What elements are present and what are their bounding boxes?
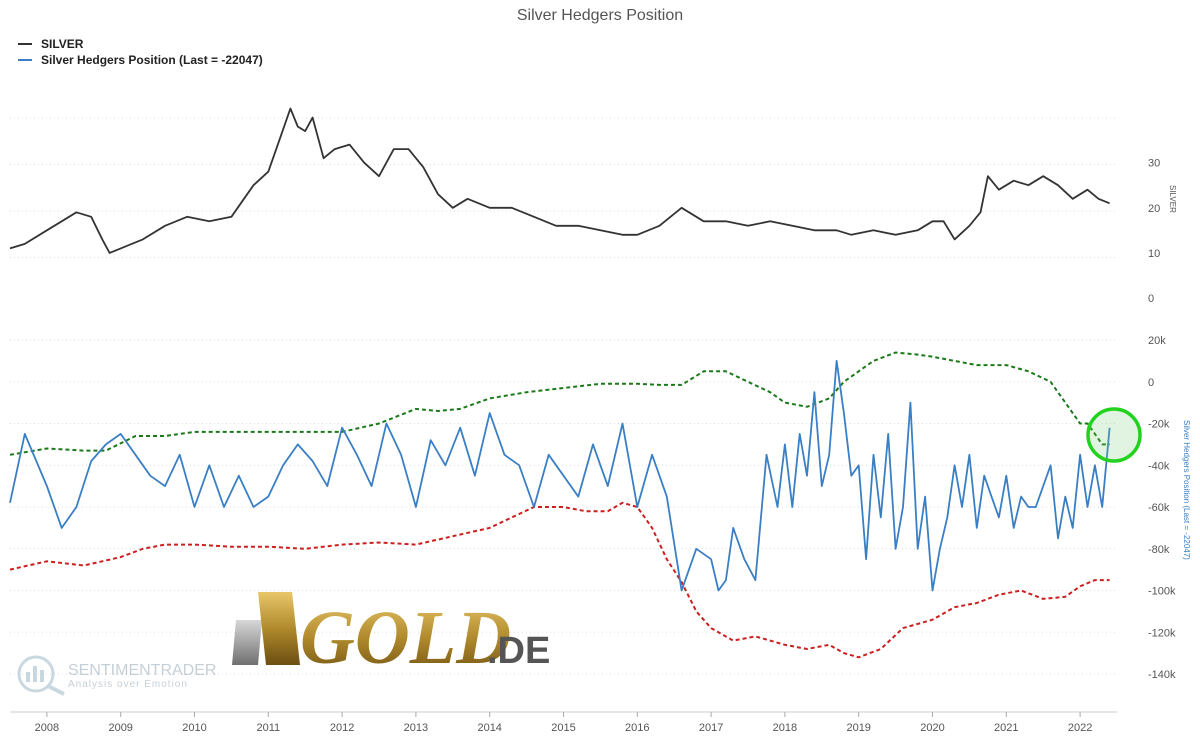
legend-swatch-silver	[18, 43, 32, 45]
x-tick-label: 2015	[551, 722, 575, 734]
ytick-label-silver: 20	[1148, 203, 1160, 215]
x-tick-label: 2017	[699, 722, 723, 734]
series-layer	[9, 107, 1111, 659]
grid-layer: 0 10 20 30 SILVER 20k 0 -20k -40k -60k -80k -100k -1…	[10, 117, 1191, 734]
x-tick-label: 2016	[625, 722, 649, 734]
x-tick-label: 2021	[994, 722, 1018, 734]
x-tick-label: 2014	[477, 722, 501, 734]
legend-label-silver: SILVER	[41, 37, 84, 51]
axis-label-silver: SILVER	[1168, 185, 1177, 213]
ytick-label-hedgers: -60k	[1148, 502, 1170, 514]
series-line-hedgers	[9, 359, 1111, 592]
gold-logo-suffix: .DE	[487, 630, 550, 672]
legend: SILVER Silver Hedgers Position (Last = -…	[18, 36, 263, 68]
sentimentrader-name: SENTIMENTRADER	[68, 662, 216, 679]
x-tick-label: 2020	[920, 722, 944, 734]
legend-label-hedgers: Silver Hedgers Position (Last = -22047)	[41, 53, 263, 67]
sentimentrader-tagline: Analysis over Emotion	[68, 679, 188, 690]
ytick-label-hedgers: 20k	[1148, 335, 1166, 347]
x-tick-label: 2022	[1068, 722, 1092, 734]
ytick-label-hedgers: -40k	[1148, 460, 1170, 472]
x-tick-label: 2018	[773, 722, 797, 734]
x-tick-label: 2009	[108, 722, 132, 734]
legend-item-hedgers[interactable]: Silver Hedgers Position (Last = -22047)	[18, 52, 263, 68]
ytick-label-silver: 10	[1148, 248, 1160, 260]
x-tick-label: 2008	[35, 722, 59, 734]
series-line-upper-band	[9, 351, 1110, 456]
ytick-label-hedgers: -20k	[1148, 419, 1170, 431]
legend-item-silver[interactable]: SILVER	[18, 36, 263, 52]
series-line-silver	[9, 107, 1110, 254]
ytick-label-hedgers: -120k	[1148, 627, 1176, 639]
last-value-highlight	[1086, 407, 1142, 463]
sentimentrader-logo-icon	[17, 655, 65, 696]
ytick-label-silver: 30	[1148, 158, 1160, 170]
axis-label-hedgers: Silver Hedgers Position (Last = -22047)	[1182, 420, 1191, 560]
sentimentrader-watermark: SENTIMENTRADER Analysis over Emotion	[17, 655, 216, 696]
x-tick-label: 2019	[846, 722, 870, 734]
ytick-label-silver: 0	[1148, 293, 1154, 305]
x-tick-label: 2011	[256, 722, 280, 734]
ytick-label-hedgers: -100k	[1148, 586, 1176, 598]
gold-de-logo: GOLD .DE	[232, 592, 550, 680]
x-tick-label: 2010	[182, 722, 206, 734]
x-tick-label: 2013	[404, 722, 428, 734]
gold-logo-text: GOLD	[300, 596, 511, 680]
x-tick-label: 2012	[330, 722, 354, 734]
ytick-label-hedgers: -80k	[1148, 544, 1170, 556]
ytick-label-hedgers: -140k	[1148, 669, 1176, 681]
ytick-label-hedgers: 0	[1148, 377, 1154, 389]
legend-swatch-hedgers	[18, 59, 32, 61]
chart-title: Silver Hedgers Position	[516, 7, 684, 24]
